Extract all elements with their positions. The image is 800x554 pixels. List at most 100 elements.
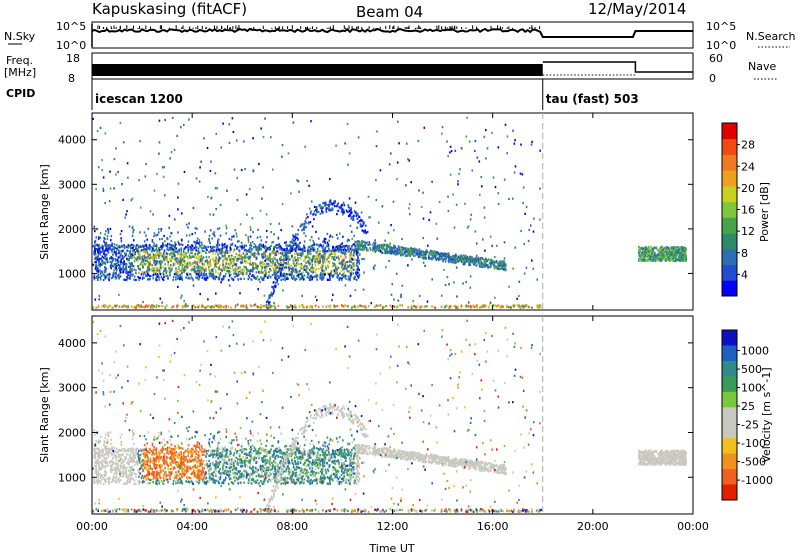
power-cell [481, 265, 483, 268]
power-cell [183, 300, 185, 303]
power-cell [168, 247, 171, 250]
power-cell [243, 249, 246, 252]
power-ground-cell [399, 304, 401, 307]
power-cell [365, 249, 368, 252]
power-cell [308, 184, 310, 187]
power-cell [303, 278, 305, 281]
power-cell [185, 223, 188, 226]
power-cell [207, 195, 209, 198]
power-cell [533, 217, 535, 220]
power-cell [277, 275, 279, 278]
power-cell [246, 213, 248, 216]
power-cell [363, 271, 365, 274]
power-cell [377, 248, 380, 251]
power-cell [655, 256, 657, 259]
power-cell [230, 254, 233, 257]
power-cell [439, 254, 441, 258]
power-cell [440, 257, 443, 260]
power-cell [99, 276, 102, 279]
power-cell [407, 264, 409, 267]
power-cell [151, 240, 154, 243]
power-ground-cell [223, 305, 226, 308]
power-cell [443, 258, 446, 261]
power-cell [335, 205, 338, 208]
power-cell [275, 273, 278, 276]
power-cell [287, 262, 290, 265]
power-cell [285, 257, 288, 260]
power-cell [208, 260, 211, 264]
power-cell [342, 209, 345, 212]
power-cell [159, 253, 162, 256]
power-cell [270, 231, 273, 234]
power-ground-cell [148, 304, 150, 307]
power-cell [679, 248, 681, 251]
power-cell [94, 253, 97, 256]
power-cell [236, 240, 239, 243]
power-cell [495, 260, 498, 263]
power-cell [482, 262, 484, 265]
power-cell [327, 243, 330, 246]
power-cell [332, 293, 334, 296]
power-cell [170, 245, 173, 248]
power-cell [137, 267, 140, 270]
power-cell [243, 244, 246, 247]
power-cell [258, 162, 260, 166]
power-cell [652, 248, 654, 251]
power-cell [381, 205, 384, 208]
power-cell [244, 266, 247, 269]
power-cell [303, 232, 305, 235]
power-cell [139, 268, 141, 271]
power-cell [337, 259, 340, 262]
power-cell [319, 212, 322, 215]
power-cell [313, 248, 316, 251]
power-cell [355, 271, 357, 274]
power-cell [222, 259, 224, 262]
power-cell [160, 276, 163, 279]
power-cell [191, 244, 194, 248]
power-cell [423, 126, 426, 129]
power-cell [103, 256, 105, 259]
power-cell [288, 248, 291, 251]
power-cell [380, 244, 383, 247]
power-cell [349, 214, 351, 217]
power-cell [229, 273, 232, 276]
power-cell [262, 186, 264, 189]
power-cell [352, 254, 355, 257]
power-cell [228, 123, 231, 126]
power-cell [158, 247, 160, 250]
power-cell [264, 272, 267, 275]
power-cell [427, 244, 429, 247]
power-cell [120, 253, 122, 256]
power-cell [212, 271, 215, 274]
power-cell [390, 252, 392, 255]
power-cell [102, 262, 104, 265]
power-cell [148, 268, 150, 271]
power-cell [96, 244, 99, 247]
power-cell [338, 232, 341, 235]
power-cell [306, 255, 308, 258]
power-cell [373, 241, 375, 244]
power-cell [146, 257, 149, 260]
power-cell [251, 267, 254, 270]
power-cell [386, 251, 389, 254]
power-cell [134, 257, 137, 260]
power-cell [503, 268, 506, 272]
power-cell [337, 266, 340, 269]
power-cell [353, 276, 355, 280]
power-cell [360, 244, 363, 247]
power-cell [184, 265, 186, 269]
power-cell [471, 258, 474, 261]
power-cell [391, 283, 394, 286]
power-cell [205, 251, 207, 254]
power-cell [334, 264, 337, 267]
power-cell [266, 300, 268, 303]
nsky-trace [91, 24, 693, 47]
power-cell [193, 265, 196, 268]
power-cell [229, 243, 232, 246]
power-cell [101, 259, 104, 262]
power-cell [469, 257, 472, 260]
power-cell [142, 255, 144, 258]
power-cell [126, 277, 128, 280]
power-cell [653, 254, 656, 257]
power-cell [260, 239, 263, 242]
